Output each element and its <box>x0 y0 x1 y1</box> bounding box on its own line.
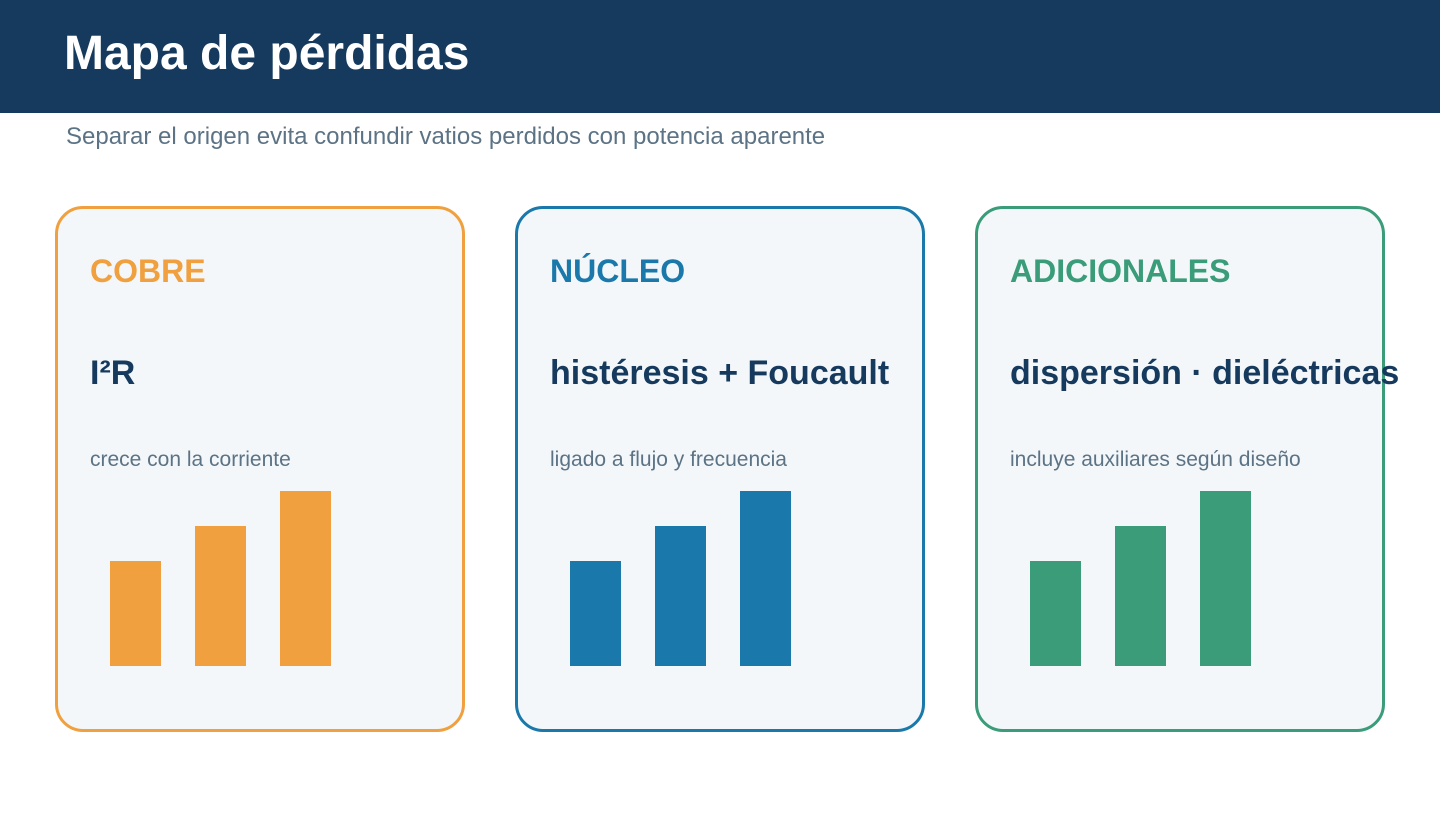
card-formula: I²R <box>90 354 136 392</box>
bar-illustration <box>110 491 331 666</box>
bar-illustration <box>1030 491 1251 666</box>
card-note: ligado a flujo y frecuencia <box>550 448 787 471</box>
bar-2 <box>195 526 246 666</box>
card-note: crece con la corriente <box>90 448 291 471</box>
card-heading: ADICIONALES <box>1010 253 1231 289</box>
bar-2 <box>655 526 706 666</box>
bar-3 <box>740 491 791 666</box>
bar-illustration <box>570 491 791 666</box>
card-adicionales: ADICIONALES dispersión · dieléctricas in… <box>975 206 1399 732</box>
page-subtitle: Separar el origen evita confundir vatios… <box>66 123 826 150</box>
bar-3 <box>280 491 331 666</box>
page-title: Mapa de pérdidas <box>64 27 470 80</box>
header-banner: Mapa de pérdidas <box>0 0 1440 113</box>
card-formula: dispersión · dieléctricas <box>1010 354 1400 392</box>
bar-2 <box>1115 526 1166 666</box>
bar-3 <box>1200 491 1251 666</box>
card-formula: histéresis + Foucault <box>550 354 890 392</box>
bar-1 <box>570 561 621 666</box>
bar-1 <box>110 561 161 666</box>
card-heading: COBRE <box>90 253 206 289</box>
bar-1 <box>1030 561 1081 666</box>
card-cobre: COBRE I²R crece con la corriente <box>55 206 465 732</box>
card-heading: NÚCLEO <box>550 253 686 289</box>
card-note: incluye auxiliares según diseño <box>1010 448 1301 471</box>
card-nucleo: NÚCLEO histéresis + Foucault ligado a fl… <box>515 206 925 732</box>
